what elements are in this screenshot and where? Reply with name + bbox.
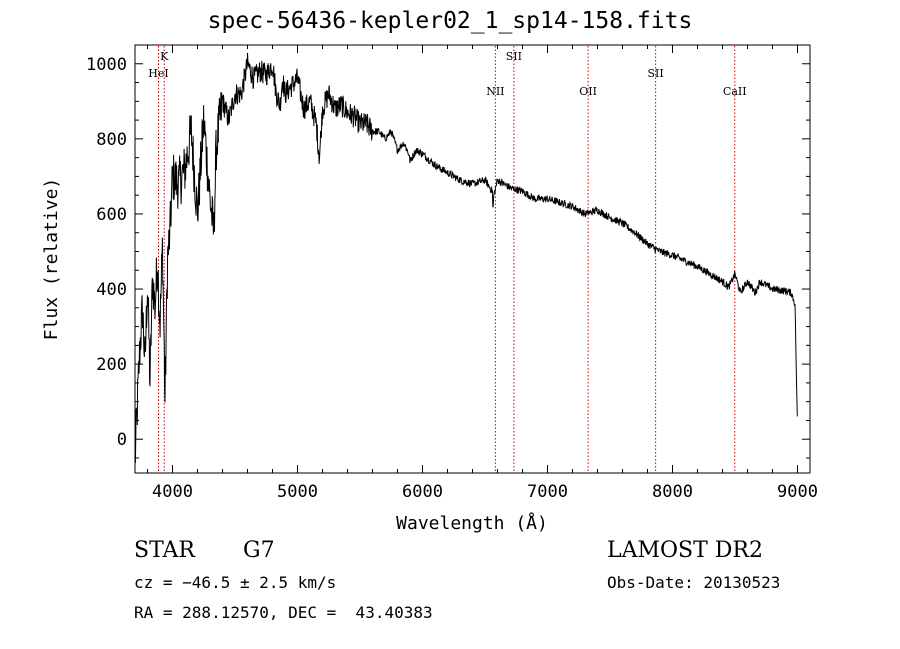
x-axis-label: Wavelength (Å) [396, 512, 548, 534]
line-marker-label: NII [486, 85, 504, 98]
x-tick-label: 7000 [527, 482, 568, 502]
axis-ticks: 4000 5000 6000 7000 8000 9000 0 200 400 600 800 100… [86, 44, 818, 502]
line-marker-label: HeI [148, 67, 168, 80]
y-tick-label: 1000 [86, 55, 127, 75]
line-marker-label: CaII [723, 85, 747, 98]
object-subclass: G7 [243, 538, 275, 563]
x-tick-label: 8000 [652, 482, 693, 502]
y-tick-label: 400 [96, 280, 127, 300]
x-tick-label: 4000 [152, 482, 193, 502]
chart-title: spec-56436-kepler02_1_sp14-158.fits [207, 8, 693, 34]
y-tick-label: 600 [96, 205, 127, 225]
coordinates-readout: RA = 288.12570, DEC = 43.40383 [134, 603, 433, 622]
y-axis-label: Flux (relative) [41, 178, 62, 341]
redshift-readout: cz = −46.5 ± 2.5 km/s [134, 573, 337, 592]
obs-date: Obs-Date: 20130523 [607, 573, 781, 592]
x-tick-label: 5000 [277, 482, 318, 502]
line-marker-label: SII [648, 67, 664, 80]
y-tick-label: 800 [96, 130, 127, 150]
object-class: STAR [134, 538, 195, 563]
x-tick-label: 6000 [402, 482, 443, 502]
line-marker-label: K [160, 50, 169, 63]
spectrum-series-line [134, 52, 798, 464]
plot-frame [134, 44, 811, 474]
y-tick-label: 200 [96, 355, 127, 375]
line-marker-label: OII [579, 85, 597, 98]
survey-name: LAMOST DR2 [607, 538, 763, 563]
line-marker-label: SII [506, 50, 522, 63]
emission-line-markers: K HeI SII NII OII SII CaII [148, 46, 747, 472]
y-tick-label: 0 [117, 430, 127, 450]
x-tick-label: 9000 [777, 482, 818, 502]
